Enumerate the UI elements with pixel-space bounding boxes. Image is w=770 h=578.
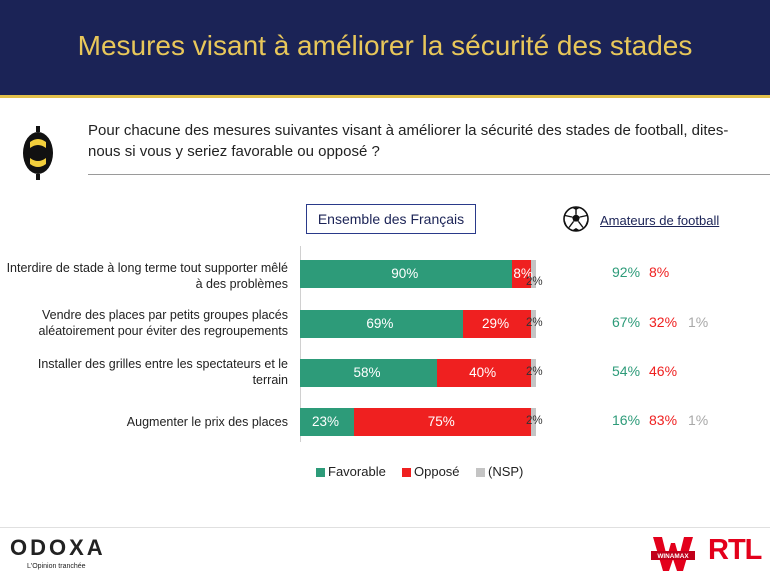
bar-favorable bbox=[300, 260, 513, 288]
legend-swatch-favorable bbox=[316, 468, 325, 477]
header-banner: Mesures visant à améliorer la sécurité d… bbox=[0, 0, 770, 98]
legend-swatch-nsp bbox=[476, 468, 485, 477]
odoxa-badge-icon bbox=[23, 126, 53, 180]
row-label: Augmenter le prix des places bbox=[126, 415, 288, 429]
football-icon bbox=[563, 206, 589, 232]
page-title: Mesures visant à améliorer la sécurité d… bbox=[77, 30, 693, 61]
chart-axis bbox=[300, 246, 301, 442]
question-text: Pour chacune des mesures suivantes visan… bbox=[88, 122, 729, 160]
rtl-logo: RTL bbox=[708, 534, 762, 566]
footer-divider bbox=[0, 527, 770, 528]
question-divider bbox=[88, 174, 770, 175]
bar-label-nsp: 2% bbox=[526, 276, 543, 288]
bar-label-favorable: 23% bbox=[312, 414, 340, 429]
group-label-box: Ensemble des Français bbox=[306, 204, 476, 234]
amateurs-nsp: 1% bbox=[688, 412, 709, 428]
amateurs-favorable: 67% bbox=[612, 314, 641, 330]
bar-label-favorable: 58% bbox=[353, 365, 381, 380]
bar-label-nsp: 2% bbox=[526, 415, 543, 427]
bar-favorable bbox=[300, 359, 437, 387]
odoxa-tagline: L'Opinion tranchée bbox=[27, 563, 86, 570]
amateurs-oppose: 83% bbox=[649, 412, 678, 428]
bar-label-favorable: 69% bbox=[366, 316, 394, 331]
amateurs-oppose: 32% bbox=[649, 314, 678, 330]
bar-label-oppose: 8% bbox=[513, 266, 533, 281]
legend-nsp: (NSP) bbox=[488, 464, 524, 479]
bar-label-oppose: 29% bbox=[482, 316, 510, 331]
amateurs-nsp: 1% bbox=[688, 314, 709, 330]
bar-label-favorable: 90% bbox=[391, 266, 419, 281]
bar-oppose bbox=[512, 260, 532, 288]
bar-label-nsp: 2% bbox=[526, 317, 543, 329]
bar-label-nsp: 2% bbox=[526, 366, 543, 378]
amateurs-oppose: 46% bbox=[649, 363, 678, 379]
bar-label-oppose: 40% bbox=[469, 365, 497, 380]
bar-oppose bbox=[462, 310, 532, 338]
winamax-logo-icon: WINAMAX bbox=[651, 537, 695, 571]
bar-favorable bbox=[300, 310, 463, 338]
bar-favorable bbox=[300, 408, 355, 436]
bar-oppose bbox=[436, 359, 532, 387]
legend-swatch-oppose bbox=[402, 468, 411, 477]
bar-label-oppose: 75% bbox=[427, 414, 455, 429]
amateurs-football-link[interactable]: Amateurs de football bbox=[600, 213, 720, 228]
row-label: Interdire de stade à long terme tout sup… bbox=[6, 261, 288, 291]
legend-oppose: Opposé bbox=[414, 464, 460, 479]
legend-favorable: Favorable bbox=[328, 464, 386, 479]
amateurs-favorable: 54% bbox=[612, 363, 641, 379]
winamax-logo-text: WINAMAX bbox=[657, 553, 689, 560]
row-label: Vendre des places par petits groupes pla… bbox=[38, 308, 288, 338]
amateurs-favorable: 16% bbox=[612, 412, 641, 428]
row-label: Installer des grilles entre les spectate… bbox=[37, 357, 288, 387]
bar-nsp bbox=[531, 408, 536, 436]
amateurs-favorable: 92% bbox=[612, 264, 641, 280]
odoxa-logo: ODOXA bbox=[10, 535, 106, 560]
bar-nsp bbox=[531, 310, 536, 338]
bar-oppose bbox=[354, 408, 532, 436]
bar-nsp bbox=[531, 359, 536, 387]
amateurs-oppose: 8% bbox=[649, 264, 670, 280]
bar-nsp bbox=[531, 260, 536, 288]
